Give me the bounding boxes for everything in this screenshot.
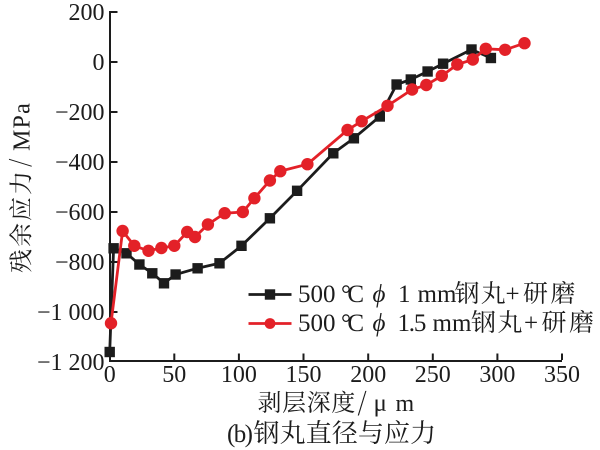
svg-text:0: 0 (104, 362, 116, 388)
svg-text:−1 000: −1 000 (37, 300, 105, 326)
svg-text:°C: °C (341, 281, 364, 308)
svg-text:300: 300 (479, 362, 515, 388)
svg-text:100: 100 (221, 362, 257, 388)
svg-text:ϕ: ϕ (373, 281, 386, 308)
svg-text:1.5: 1.5 (398, 310, 426, 337)
svg-text:1: 1 (398, 281, 411, 308)
svg-text:200: 200 (69, 0, 105, 26)
svg-text:μ: μ (374, 390, 387, 417)
svg-text:mm: mm (418, 281, 457, 308)
svg-text:°C: °C (341, 310, 364, 337)
svg-text:(b): (b) (227, 421, 253, 448)
svg-text:mm: mm (433, 310, 472, 337)
svg-text:500: 500 (298, 310, 336, 337)
svg-text:350: 350 (544, 362, 580, 388)
svg-text:m: m (396, 391, 415, 417)
svg-text:250: 250 (415, 362, 451, 388)
svg-text:ϕ: ϕ (373, 310, 386, 337)
svg-text:150: 150 (286, 362, 322, 388)
svg-text:−600: −600 (55, 200, 105, 226)
svg-text:−800: −800 (55, 250, 105, 276)
svg-text:MPa: MPa (10, 102, 36, 151)
svg-text:+: + (524, 310, 538, 337)
svg-text:50: 50 (162, 362, 186, 388)
svg-text:−400: −400 (55, 150, 105, 176)
svg-text:500: 500 (298, 281, 336, 308)
svg-text:−200: −200 (55, 100, 105, 126)
svg-text:+: + (506, 281, 520, 308)
svg-text:−1 200: −1 200 (37, 350, 105, 376)
svg-text:0: 0 (93, 50, 105, 76)
svg-text:200: 200 (350, 362, 386, 388)
